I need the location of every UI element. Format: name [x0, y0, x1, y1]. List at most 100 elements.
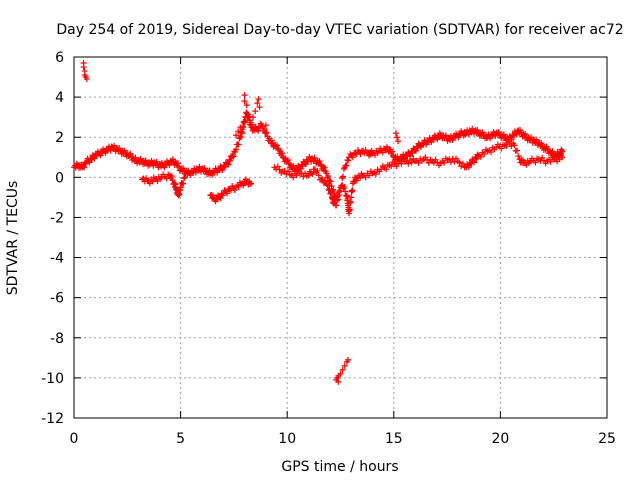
data-point-lower-branch	[498, 145, 505, 152]
data-point-lower-branch	[481, 151, 488, 158]
data-point-main	[495, 129, 502, 136]
x-tick-label: 20	[491, 431, 509, 447]
y-tick-label: -8	[50, 331, 64, 347]
data-point-lower-branch	[285, 168, 292, 175]
data-point-lower-branch	[323, 181, 330, 188]
data-point-spikes	[252, 108, 259, 115]
data-point-lower-branch	[378, 166, 385, 173]
data-point-main	[357, 151, 364, 158]
y-tick-label: -4	[50, 251, 64, 267]
data-point-main	[325, 173, 332, 180]
data-point-lower-branch	[398, 160, 405, 167]
y-tick-label: -2	[50, 210, 64, 226]
data-point-main	[261, 125, 268, 132]
data-point-spikes	[395, 138, 402, 145]
data-point-main	[219, 167, 226, 174]
data-point-cluster-low	[337, 370, 344, 377]
data-point-main	[345, 157, 352, 164]
data-point-main	[81, 164, 88, 171]
axis-ticks	[73, 56, 608, 419]
x-tick-labels: 0 5 10 15 20 25	[70, 431, 616, 447]
data-point-main	[268, 137, 275, 144]
data-point-lower-branch	[470, 159, 477, 166]
data-point-main	[227, 157, 234, 164]
y-tick-label: 4	[55, 90, 64, 106]
data-point-spikes	[241, 92, 248, 99]
plot-frame	[73, 56, 608, 419]
data-point-main	[352, 150, 359, 157]
data-point-cluster-high	[83, 76, 90, 83]
data-point-lower-branch	[415, 159, 422, 166]
data-point-main	[241, 118, 248, 125]
data-point-lower-branch	[388, 163, 395, 170]
data-point-main	[517, 127, 524, 134]
data-point-lower-branch	[441, 159, 448, 166]
data-point-lower-branch	[383, 166, 390, 173]
data-point-lower-branch	[224, 190, 231, 197]
data-point-main	[343, 162, 350, 169]
data-point-lower-branch	[315, 172, 322, 179]
data-point-main	[237, 133, 244, 140]
data-point-main	[340, 173, 347, 180]
data-point-lower-branch	[514, 147, 521, 154]
data-point-lower-branch	[331, 200, 338, 207]
data-point-main	[379, 149, 386, 156]
data-point-lower-branch	[366, 172, 373, 179]
data-point-lower-branch	[308, 169, 315, 176]
data-point-lower-branch	[177, 184, 184, 191]
data-point-main	[233, 146, 240, 153]
data-point-lower-branch	[168, 173, 175, 180]
data-point-lower-branch	[176, 191, 183, 198]
data-point-main	[522, 131, 529, 138]
data-point-spikes	[262, 122, 269, 129]
data-point-main	[538, 140, 545, 147]
data-point-lower-branch	[532, 159, 539, 166]
data-point-spikes	[233, 132, 240, 139]
y-tick-label: -12	[41, 411, 64, 427]
data-point-cluster-low	[339, 366, 346, 373]
data-point-lower-branch	[293, 172, 300, 179]
data-point-lower-branch	[322, 177, 329, 184]
data-point-spikes	[254, 100, 261, 107]
y-axis-label: SDTVAR / TECUs	[5, 181, 21, 296]
data-point-main	[273, 142, 280, 149]
data-point-spikes	[392, 130, 399, 137]
data-point-spikes	[255, 96, 262, 103]
y-tick-label: 0	[55, 170, 64, 186]
data-point-lower-branch	[408, 159, 415, 166]
data-point-lower-branch	[314, 167, 321, 174]
data-point-spikes	[256, 104, 263, 111]
chart-title: Day 254 of 2019, Sidereal Day-to-day VTE…	[56, 22, 623, 38]
data-point-main	[533, 136, 540, 143]
y-tick-label: 6	[55, 50, 64, 66]
data-point-lower-branch	[342, 188, 349, 195]
data-point-lower-branch	[247, 180, 254, 187]
x-tick-label: 10	[278, 431, 296, 447]
data-point-cluster-low	[341, 362, 348, 369]
data-point-lower-branch	[274, 163, 281, 170]
data-point-main	[311, 154, 318, 161]
grid-lines	[74, 57, 607, 418]
x-tick-label: 25	[598, 431, 616, 447]
data-point-main	[229, 152, 236, 159]
data-point-main	[262, 130, 269, 137]
data-point-lower-branch	[169, 177, 176, 184]
data-point-main	[232, 149, 239, 156]
y-tick-label: -6	[50, 291, 64, 307]
data-point-lower-branch	[143, 175, 150, 182]
data-point-lower-branch	[477, 153, 484, 160]
data-point-lower-branch	[349, 187, 356, 194]
data-point-lower-branch	[324, 182, 331, 189]
data-point-lower-branch	[336, 191, 343, 198]
data-point-spikes	[241, 98, 248, 105]
data-point-lower-branch	[226, 186, 233, 193]
data-point-lower-branch	[290, 174, 297, 181]
data-point-main	[290, 162, 297, 169]
data-point-main	[474, 127, 481, 134]
data-point-main	[225, 161, 232, 168]
data-point-main	[180, 165, 187, 172]
data-point-main	[389, 148, 396, 155]
data-point-cluster-low	[344, 356, 351, 363]
data-point-cluster-low	[335, 378, 342, 385]
data-point-main	[508, 136, 515, 143]
